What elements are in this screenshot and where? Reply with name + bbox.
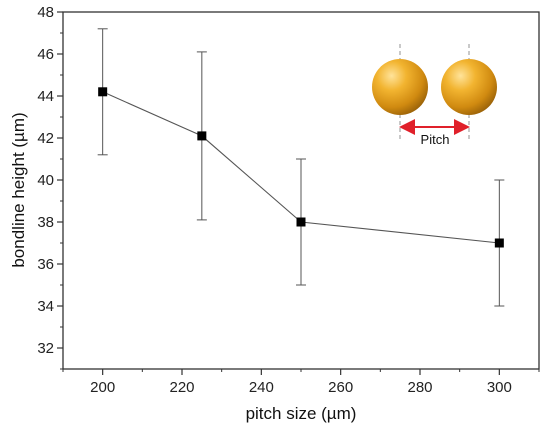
x-tick-label: 240 <box>249 379 274 396</box>
y-tick-label: 36 <box>37 256 54 273</box>
data-point <box>197 131 207 141</box>
y-tick-label: 46 <box>37 46 54 63</box>
pitch-inset-label: Pitch <box>421 132 450 147</box>
y-tick-label: 32 <box>37 340 54 357</box>
x-tick-label: 260 <box>328 379 353 396</box>
y-tick-label: 48 <box>37 4 54 21</box>
data-point <box>296 217 306 227</box>
solder-sphere-left <box>372 59 428 115</box>
x-tick-label: 280 <box>407 379 432 396</box>
y-tick-label: 38 <box>37 214 54 231</box>
series-line <box>102 91 500 244</box>
x-tick-label: 200 <box>90 379 115 396</box>
pitch-inset: Pitch <box>372 44 497 147</box>
data-point <box>494 238 504 248</box>
y-tick-label: 40 <box>37 172 54 189</box>
data-point <box>98 87 108 97</box>
solder-sphere-right <box>441 59 497 115</box>
y-axis-label: bondline height (µm) <box>9 112 28 267</box>
x-tick-label: 300 <box>487 379 512 396</box>
x-axis-label: pitch size (µm) <box>246 404 357 423</box>
data-layer <box>97 28 505 307</box>
plot-frame <box>62 11 540 370</box>
y-tick-label: 42 <box>37 130 54 147</box>
axis-ticks: 200 220 240 260 280 300 32 34 36 38 40 42 44 46 48 <box>37 4 540 396</box>
y-tick-label: 34 <box>37 298 54 315</box>
y-tick-label: 44 <box>37 88 54 105</box>
x-tick-label: 220 <box>169 379 194 396</box>
